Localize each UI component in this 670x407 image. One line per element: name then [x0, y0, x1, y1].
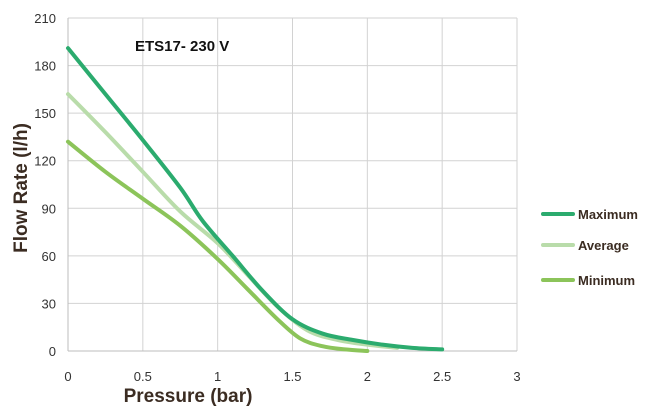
series-lines	[66, 46, 445, 353]
y-tick-label: 60	[42, 249, 56, 264]
y-tick-label: 150	[34, 106, 56, 121]
legend-label-minimum: Minimum	[578, 273, 635, 288]
series-line-maximum	[66, 46, 445, 352]
x-tick-label: 1	[214, 369, 221, 384]
y-tick-label: 0	[49, 344, 56, 359]
x-tick-label: 0	[64, 369, 71, 384]
y-axis-title: Flow Rate (l/h)	[11, 123, 32, 253]
series-line-minimum	[66, 139, 370, 353]
x-tick-label: 1.5	[283, 369, 301, 384]
grid-lines	[68, 17, 518, 351]
y-tick-label: 180	[34, 59, 56, 74]
x-tick-label: 0.5	[134, 369, 152, 384]
y-tick-label: 90	[42, 201, 56, 216]
y-tick-labels: 0 30 60 90 120 150 180 210	[34, 11, 56, 359]
x-tick-label: 2.5	[433, 369, 451, 384]
y-tick-label: 120	[34, 154, 56, 169]
chart-title: ETS17- 230 V	[135, 38, 229, 55]
legend-label-average: Average	[578, 238, 629, 253]
series-line-average	[66, 92, 400, 350]
x-tick-label: 2	[364, 369, 371, 384]
x-tick-label: 3	[513, 369, 520, 384]
x-tick-labels: 0 0.5 1 1.5 2 2.5 3	[64, 369, 520, 384]
legend: Maximum Average Minimum	[541, 207, 638, 288]
legend-label-maximum: Maximum	[578, 207, 638, 222]
y-tick-label: 210	[34, 11, 56, 26]
x-axis-title: Pressure (bar)	[124, 386, 253, 407]
y-tick-label: 30	[42, 296, 56, 311]
